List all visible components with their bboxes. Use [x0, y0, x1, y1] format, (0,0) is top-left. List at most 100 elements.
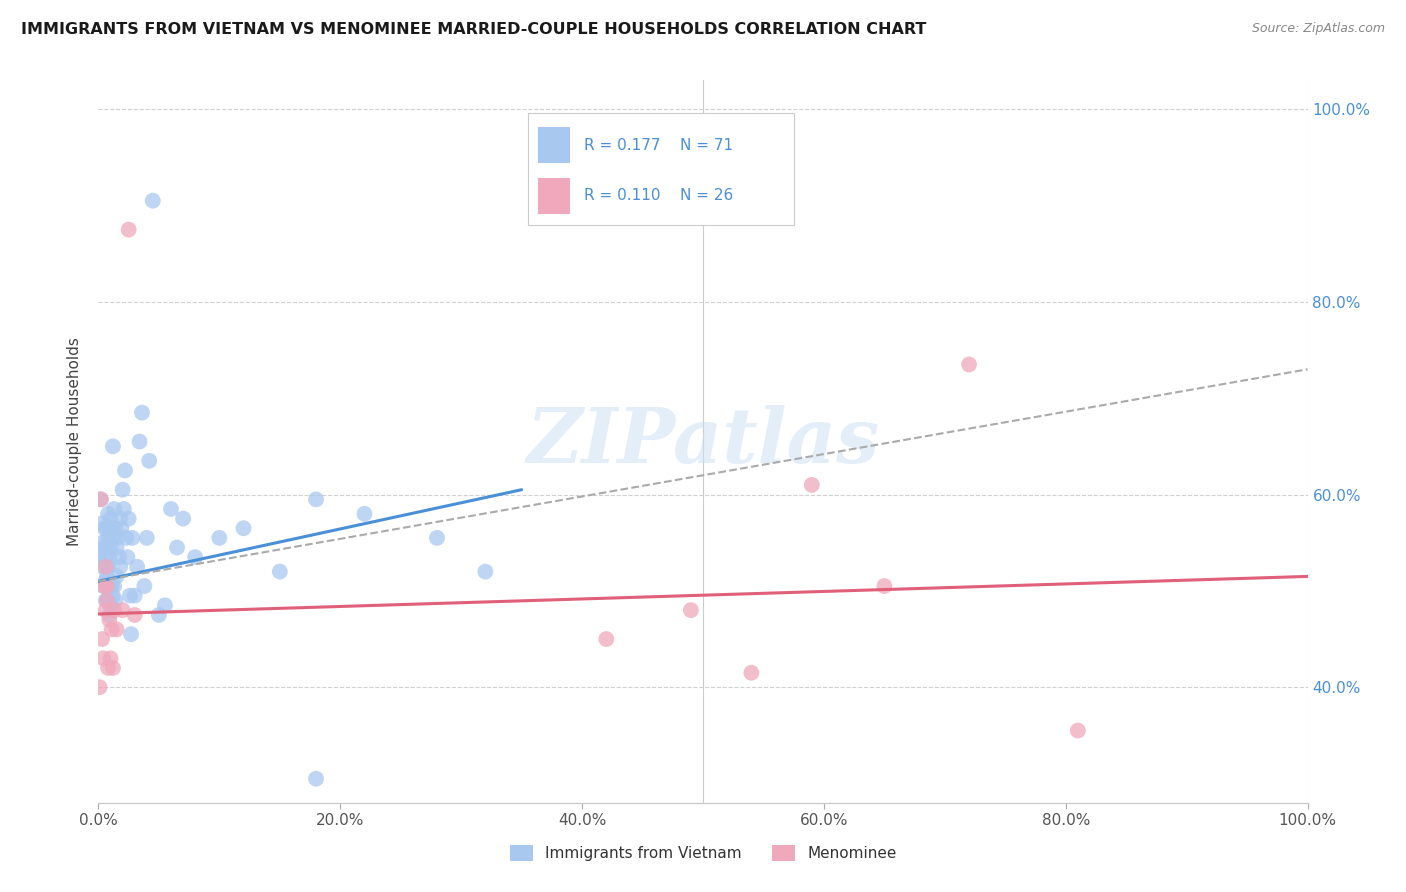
Point [98, 579, 121, 593]
Point [100, 541, 122, 555]
Point [117, 550, 139, 565]
Point [957, 358, 980, 372]
Point [107, 531, 129, 545]
Point [104, 593, 127, 607]
Point [118, 589, 141, 603]
Point [93, 541, 115, 555]
Point [91, 516, 114, 531]
Point [98, 613, 121, 627]
Point [166, 541, 188, 555]
Point [118, 222, 141, 236]
Point [100, 579, 122, 593]
Point [97, 559, 120, 574]
Point [184, 550, 207, 565]
Point [873, 579, 896, 593]
Point [105, 623, 128, 637]
Point [148, 607, 170, 622]
Point [90, 492, 112, 507]
Point [426, 531, 449, 545]
Point [100, 511, 122, 525]
Point [93, 521, 115, 535]
Point [98, 550, 121, 565]
Point [97, 531, 120, 545]
Point [96, 569, 118, 583]
Point [91, 651, 114, 665]
Point [100, 521, 122, 535]
Point [105, 541, 128, 555]
Point [101, 531, 124, 545]
Point [91, 579, 114, 593]
Point [108, 511, 131, 525]
Point [94, 550, 117, 565]
Point [305, 492, 328, 507]
Point [740, 665, 762, 680]
Point [121, 531, 143, 545]
Point [96, 521, 118, 535]
Point [100, 623, 122, 637]
Point [172, 511, 194, 525]
Point [142, 194, 165, 208]
Point [474, 565, 496, 579]
Text: IMMIGRANTS FROM VIETNAM VS MENOMINEE MARRIED-COUPLE HOUSEHOLDS CORRELATION CHART: IMMIGRANTS FROM VIETNAM VS MENOMINEE MAR… [21, 22, 927, 37]
Point [94, 593, 117, 607]
Point [679, 603, 702, 617]
Point [353, 507, 375, 521]
Point [120, 627, 142, 641]
Point [89, 550, 111, 565]
Point [105, 569, 128, 583]
Point [91, 632, 114, 646]
Point [101, 589, 124, 603]
Y-axis label: Married-couple Households: Married-couple Households [67, 337, 83, 546]
Point [96, 541, 118, 555]
Point [1067, 723, 1090, 738]
Point [111, 603, 134, 617]
Point [118, 511, 141, 525]
Point [153, 599, 176, 613]
Point [160, 502, 183, 516]
Point [115, 531, 138, 545]
Point [595, 632, 617, 646]
Point [94, 603, 117, 617]
Point [96, 579, 118, 593]
Point [89, 680, 111, 694]
Point [127, 559, 149, 574]
Point [134, 579, 156, 593]
Point [112, 502, 135, 516]
Point [90, 492, 112, 507]
Point [91, 559, 114, 574]
Point [94, 574, 117, 589]
Point [101, 439, 124, 453]
Point [97, 593, 120, 607]
Point [108, 559, 131, 574]
Point [124, 589, 146, 603]
Point [269, 565, 291, 579]
Point [98, 607, 121, 622]
Legend: Immigrants from Vietnam, Menominee: Immigrants from Vietnam, Menominee [503, 839, 903, 867]
Point [305, 772, 328, 786]
Point [110, 521, 132, 535]
Text: ZIPatlas: ZIPatlas [526, 405, 880, 478]
Point [208, 531, 231, 545]
Point [104, 521, 127, 535]
Point [108, 550, 131, 565]
Point [103, 579, 125, 593]
Point [103, 603, 125, 617]
Point [101, 661, 124, 675]
Point [138, 454, 160, 468]
Point [100, 651, 122, 665]
Point [97, 507, 120, 521]
Point [97, 661, 120, 675]
Point [128, 434, 150, 449]
Point [100, 599, 122, 613]
Point [96, 593, 118, 607]
Point [135, 531, 157, 545]
Point [114, 463, 136, 477]
Point [131, 406, 153, 420]
Point [91, 535, 114, 549]
Point [111, 483, 134, 497]
Text: Source: ZipAtlas.com: Source: ZipAtlas.com [1251, 22, 1385, 36]
Point [232, 521, 254, 535]
Point [93, 579, 115, 593]
Point [94, 559, 117, 574]
Point [800, 478, 823, 492]
